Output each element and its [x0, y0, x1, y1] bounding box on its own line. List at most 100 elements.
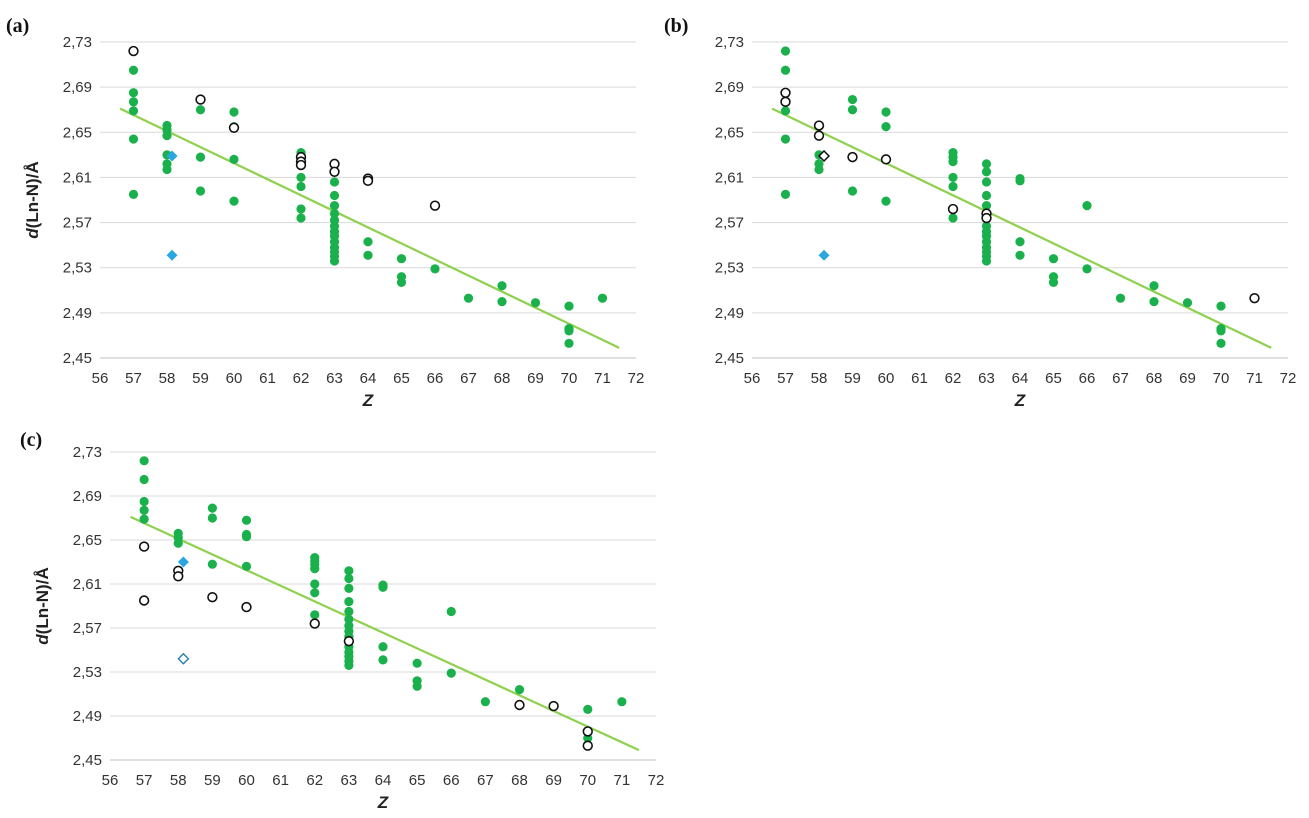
data-point-filled	[310, 579, 320, 589]
data-point-filled	[780, 189, 791, 199]
data-point-filled	[378, 655, 388, 665]
data-point-open	[514, 699, 525, 711]
data-point-filled	[344, 573, 354, 584]
y-tick-label: 2,69	[63, 79, 92, 96]
data-point-filled	[1216, 326, 1226, 336]
data-point-filled	[463, 293, 474, 303]
x-tick-label: 56	[102, 772, 119, 789]
y-tick-label: 2,45	[73, 752, 102, 769]
data-point-filled	[128, 65, 139, 75]
x-tick-label: 63	[326, 370, 343, 387]
data-point-filled	[195, 152, 206, 162]
data-point-filled	[139, 456, 149, 466]
x-tick-label: 72	[1280, 370, 1297, 387]
x-tick-label: 64	[360, 370, 377, 387]
data-point-open	[228, 122, 240, 133]
data-point-filled	[981, 201, 992, 211]
x-tick-label: 70	[579, 772, 596, 789]
data-point-open	[981, 212, 992, 224]
data-point-filled	[847, 94, 858, 105]
data-point-filled	[480, 697, 490, 707]
data-point-open	[582, 726, 593, 737]
data-point-filled	[1216, 338, 1226, 348]
data-point-filled	[329, 177, 340, 187]
data-point-filled	[617, 697, 627, 707]
data-point-filled	[241, 561, 252, 572]
data-point-filled	[296, 213, 306, 223]
x-tick-label: 60	[238, 772, 255, 789]
data-point-filled	[1015, 250, 1025, 260]
data-point-open	[847, 151, 858, 163]
data-point-filled	[195, 105, 206, 115]
x-tick-label: 65	[393, 370, 410, 387]
x-tick-label: 64	[375, 772, 392, 789]
data-point-open	[947, 203, 959, 215]
data-point-diamond	[166, 249, 178, 261]
y-tick-label: 2,49	[63, 305, 92, 322]
data-point-filled	[396, 254, 407, 264]
chart-panel-1: 2,45 2,49 2,53 2,57 2,61 2,65 2,69 2,73 56 57 58 59…	[6, 15, 644, 410]
data-point-open-diamond	[817, 149, 831, 163]
x-tick-label: 62	[945, 370, 962, 387]
data-point-filled	[1216, 301, 1226, 311]
data-point-filled	[1015, 176, 1025, 186]
data-point-filled	[780, 106, 791, 116]
data-point-filled	[139, 474, 149, 485]
y-tick-label: 2,61	[63, 169, 92, 186]
data-point-filled	[139, 514, 149, 524]
data-point-filled	[948, 213, 958, 223]
data-point-open	[329, 166, 340, 177]
data-point-filled	[1082, 201, 1092, 211]
x-tick-label: 57	[777, 370, 794, 387]
data-point-filled	[329, 208, 340, 219]
x-tick-label: 62	[293, 370, 310, 387]
data-point-filled	[981, 167, 992, 177]
x-tick-label: 65	[1045, 370, 1062, 387]
y-axis-title-symbol: d	[23, 228, 42, 239]
data-point-filled	[1082, 264, 1092, 274]
data-point-filled	[329, 190, 340, 201]
data-point-filled	[128, 134, 139, 144]
x-tick-label: 70	[561, 370, 578, 387]
y-tick-label: 2,53	[73, 664, 102, 681]
x-tick-label: 66	[427, 370, 444, 387]
data-point-open	[813, 120, 825, 131]
y-tick-label: 2,49	[73, 708, 102, 725]
y-tick-label: 2,45	[63, 350, 92, 367]
data-point-filled	[229, 107, 239, 117]
x-tick-label: 69	[1179, 370, 1196, 387]
data-point-filled	[173, 538, 183, 548]
y-tick-label: 2,73	[715, 34, 744, 51]
data-point-open	[195, 94, 206, 105]
x-tick-label: 61	[272, 772, 289, 789]
x-axis-title: Z	[377, 793, 389, 812]
chart-panel-3: 2,45 2,49 2,53 2,57 2,61 2,65 2,69 2,73 56 57 58 59…	[20, 429, 664, 812]
y-axis-title-text: (Ln-N)/Å	[23, 161, 42, 228]
data-point-diamond	[166, 150, 178, 162]
data-point-filled	[310, 564, 320, 574]
x-tick-label: 67	[477, 772, 494, 789]
data-point-filled	[981, 159, 992, 169]
x-tick-label: 63	[978, 370, 995, 387]
data-point-open	[207, 591, 218, 603]
x-tick-label: 69	[527, 370, 544, 387]
data-point-filled	[229, 196, 239, 206]
data-point-filled	[207, 503, 217, 513]
x-tick-label: 67	[1112, 370, 1129, 387]
y-tick-label: 2,73	[73, 444, 102, 461]
data-point-filled	[344, 606, 354, 617]
data-point-diamond	[818, 249, 830, 261]
data-point-open	[241, 601, 252, 613]
data-point-filled	[344, 660, 354, 671]
x-tick-label: 66	[1079, 370, 1096, 387]
y-tick-label: 2,69	[73, 488, 102, 505]
data-point-filled	[296, 181, 306, 192]
panel-label: (a)	[6, 15, 29, 37]
data-point-filled	[344, 614, 354, 624]
data-point-open	[309, 618, 320, 629]
data-point-filled	[396, 277, 407, 287]
data-point-filled	[1015, 237, 1025, 247]
data-point-open	[138, 595, 150, 606]
x-tick-label: 71	[594, 370, 611, 387]
